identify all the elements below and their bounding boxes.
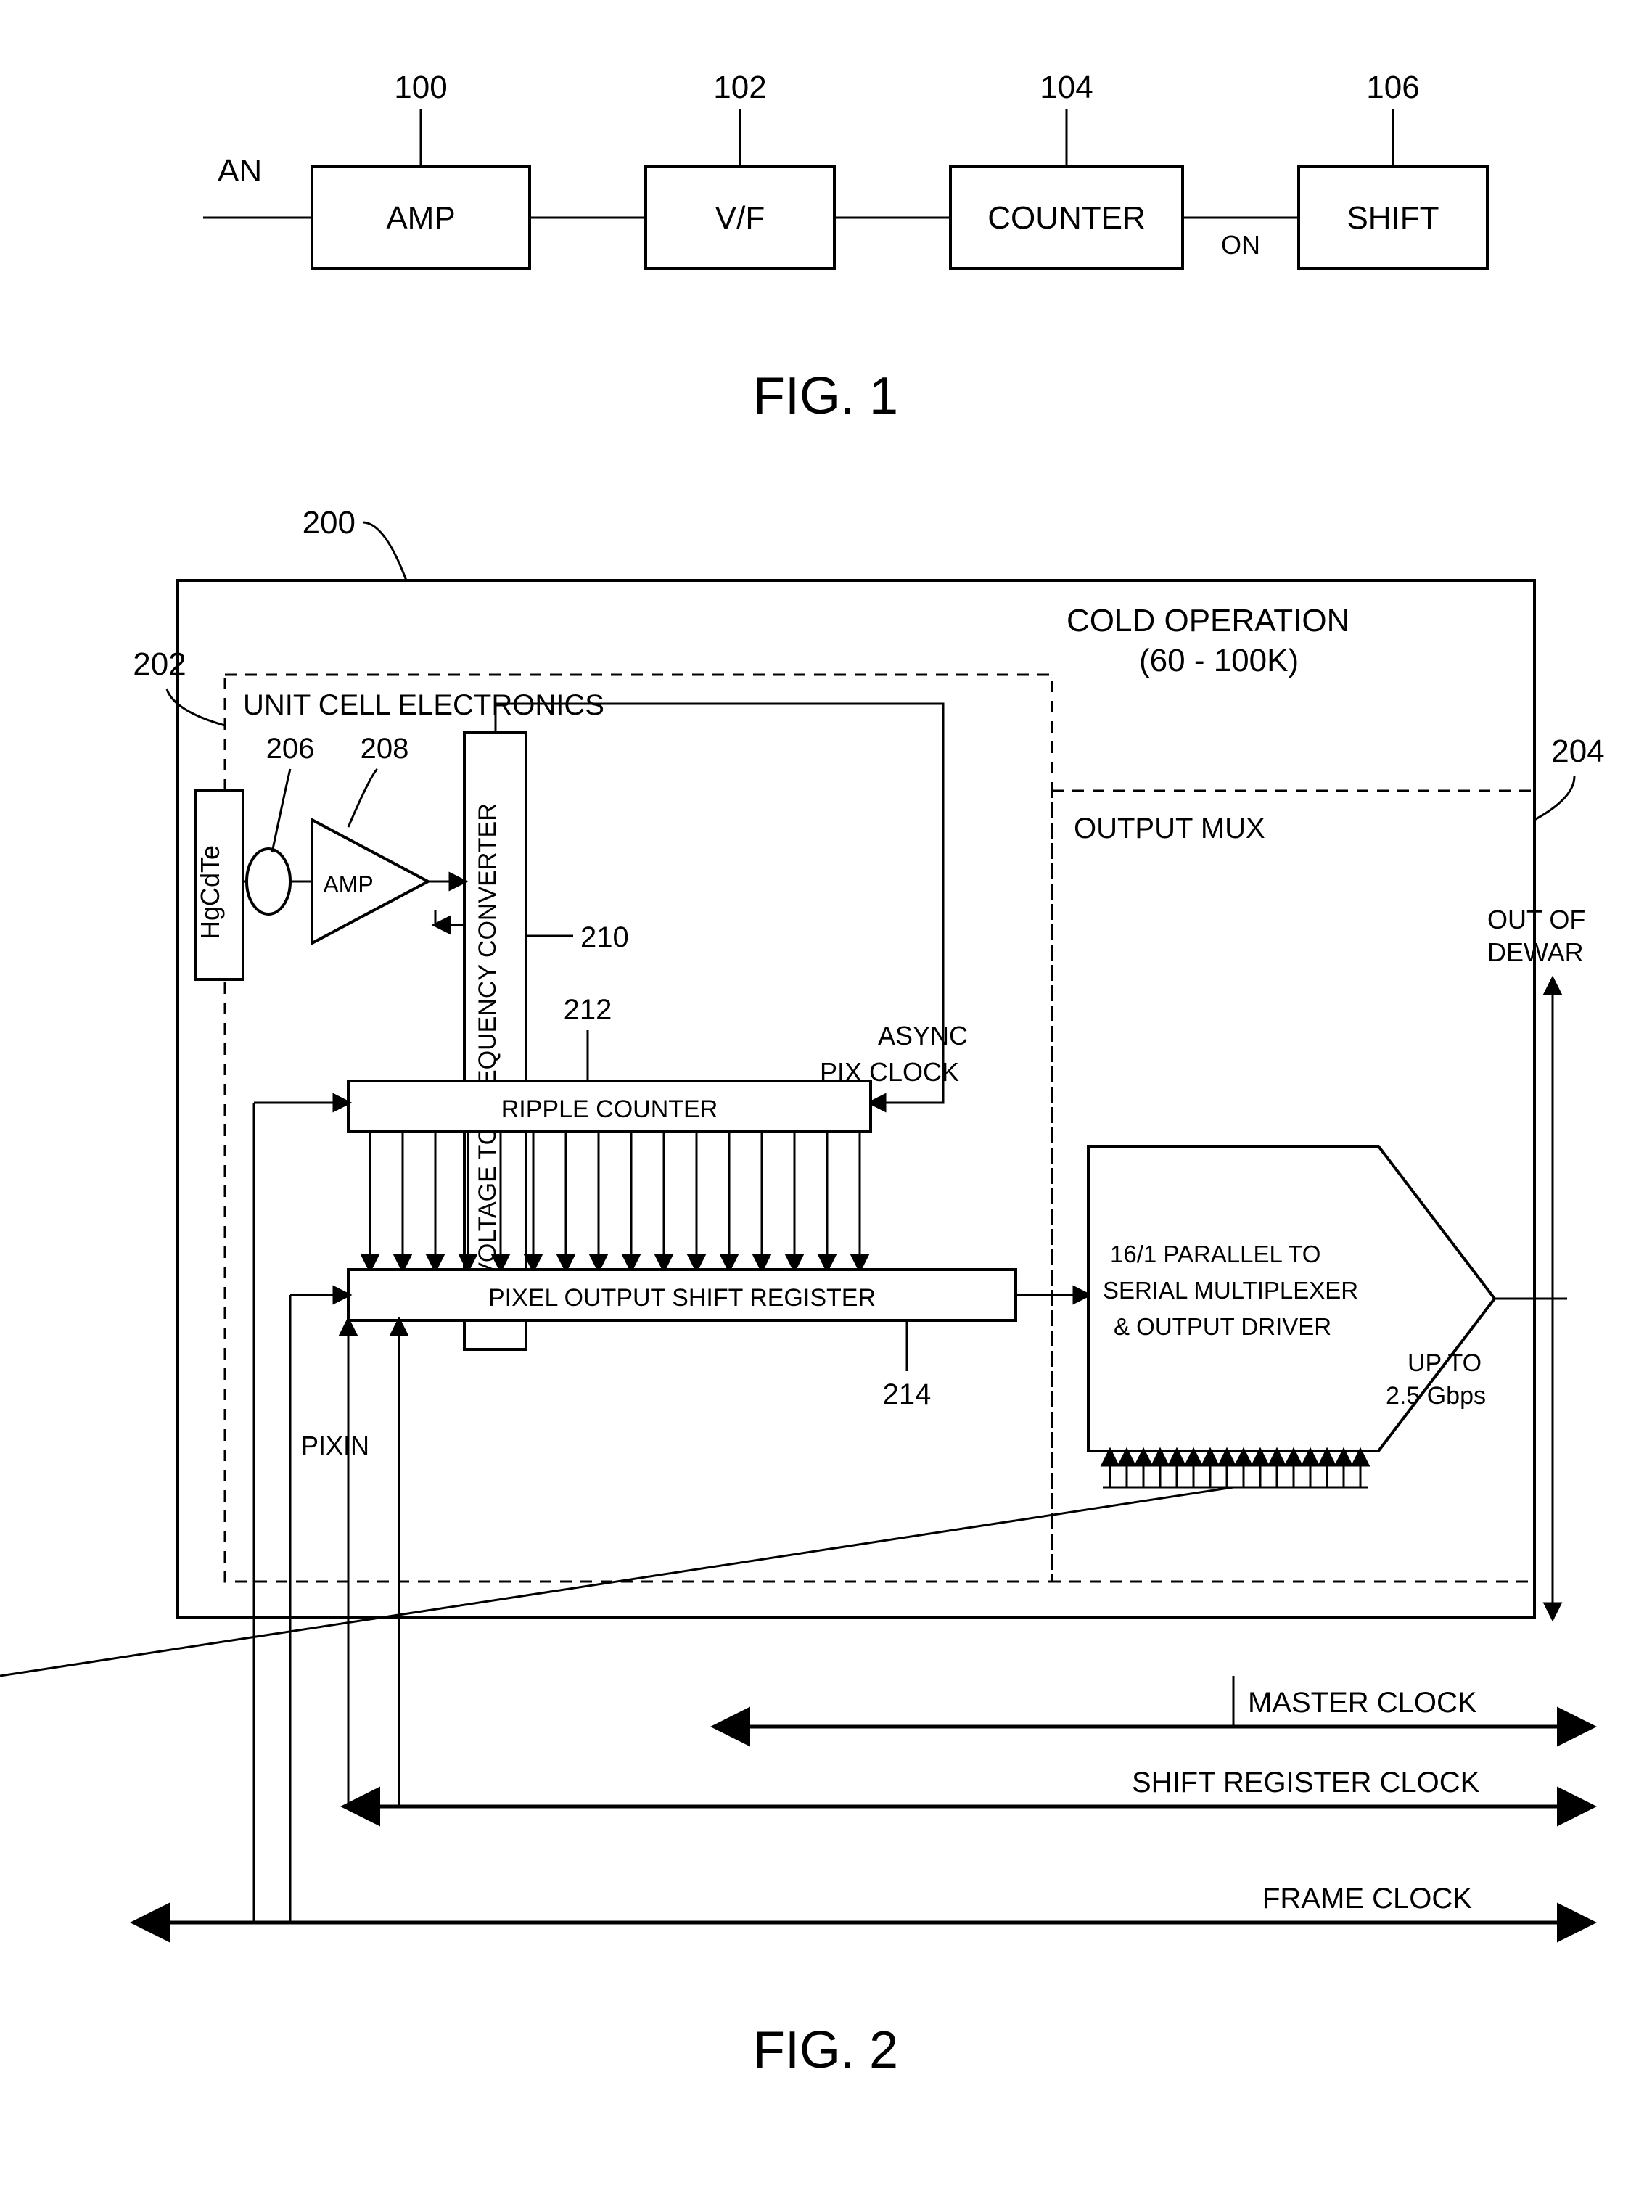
fig2-pixin-label: PIXIN [301, 1431, 369, 1460]
fig2-outer-ref: 200 [303, 505, 356, 540]
fig2-vtf-label: VOLTAGE TO FREQUENCY CONVERTER [474, 803, 501, 1279]
fig2-async-pixclock-wire [496, 704, 943, 1103]
fig1-amp-label: AMP [386, 200, 455, 236]
fig2-output-mux-ref: 204 [1551, 733, 1604, 769]
fig1-title: FIG. 1 [753, 367, 898, 425]
fig2-shiftreg-ref: 214 [883, 1378, 932, 1410]
fig2-out-label2: DEWAR [1487, 937, 1584, 967]
fig2-amp-ref: 208 [361, 733, 409, 765]
fig1-input-label: AN [218, 153, 262, 189]
fig2-vtf-ref: 210 [580, 921, 629, 953]
fig2-ripple-ref: 212 [564, 994, 612, 1026]
fig2-shiftreg-label: PIXEL OUTPUT SHIFT REGISTER [488, 1284, 876, 1312]
fig2-unit-cell-label: UNIT CELL ELECTRONICS [243, 689, 604, 721]
fig2-detector-label: HgCdTe [195, 845, 225, 940]
fig1-counter-ref: 104 [1040, 70, 1093, 105]
fig2-cold-label1: COLD OPERATION [1067, 603, 1349, 638]
fig2-clock2: SHIFT REGISTER CLOCK [1132, 1767, 1480, 1798]
fig1-shift-label: SHIFT [1347, 200, 1439, 236]
fig2-mux-rate1: UP TO [1408, 1349, 1482, 1377]
fig2-mux-input-arrows [1103, 1451, 1368, 1487]
fig2-mux-line1: 16/1 PARALLEL TO [1110, 1241, 1320, 1267]
fig2-cold-label2: (60 - 100K) [1139, 643, 1299, 678]
fig2-async-label: ASYNC [878, 1021, 968, 1051]
fig2-bump-icon [247, 849, 290, 914]
fig2-output-mux-label: OUTPUT MUX [1074, 813, 1265, 844]
fig2-clock3: FRAME CLOCK [1262, 1883, 1472, 1915]
fig1-connector-on: ON [1221, 230, 1260, 260]
fig2-mux-rate2: 2.5 Gbps [1386, 1382, 1486, 1410]
fig1-vf-label: V/F [715, 200, 765, 236]
fig2-detector-ref: 206 [266, 733, 315, 765]
fig1-amp-ref: 100 [394, 70, 447, 105]
fig2-out-label1: OUT OF [1487, 905, 1585, 934]
figure-2: COLD OPERATION (60 - 100K) 200 UNIT CELL… [0, 505, 1605, 2079]
fig1-vf-ref: 102 [713, 70, 766, 105]
fig2-mux-line2: SERIAL MULTIPLEXER [1103, 1277, 1358, 1304]
fig1-shift-ref: 106 [1366, 70, 1419, 105]
fig2-ripple-label: RIPPLE COUNTER [501, 1095, 718, 1123]
fig2-title: FIG. 2 [753, 2021, 898, 2079]
fig1-counter-label: COUNTER [987, 200, 1146, 236]
figure-1: AN AMP 100 V/F 102 COUNTER 104 ON SHIFT … [203, 70, 1487, 425]
fig2-amp-label: AMP [323, 871, 373, 897]
fig2-unit-cell-ref: 202 [133, 646, 186, 682]
fig2-ripple-to-shift-arrows [370, 1132, 860, 1270]
fig2-clock1: MASTER CLOCK [1248, 1687, 1477, 1719]
fig2-mux-line3: & OUTPUT DRIVER [1114, 1313, 1331, 1340]
